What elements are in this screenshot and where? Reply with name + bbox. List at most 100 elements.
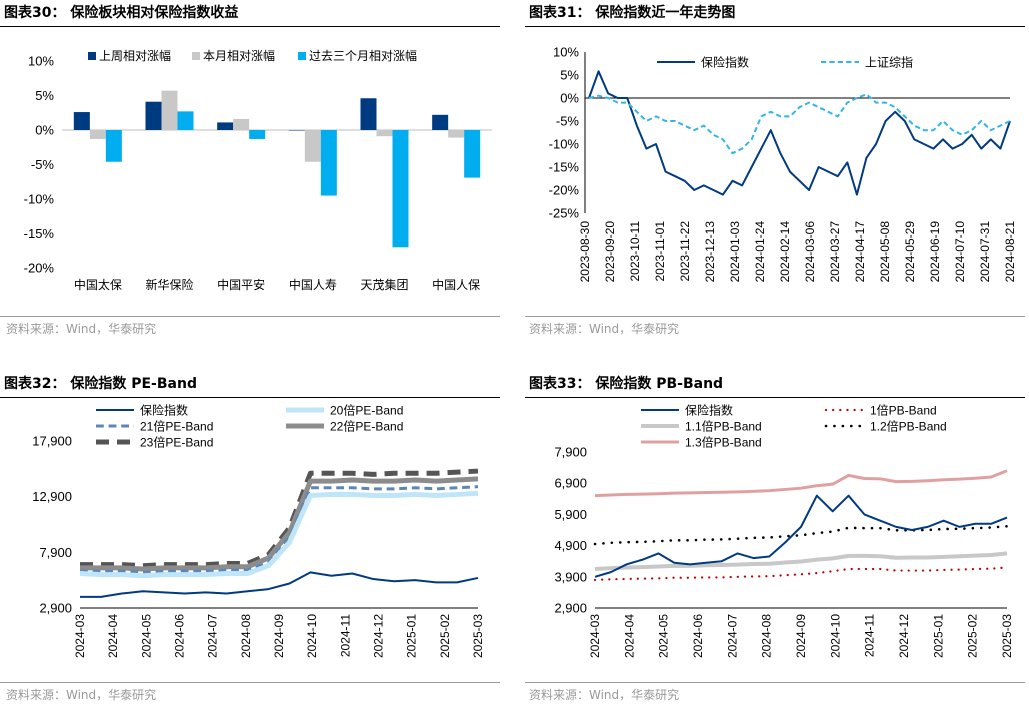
c30-bar <box>161 90 178 130</box>
c32-xtick-label: 2024-03 <box>73 614 87 658</box>
chart-30-panel: 图表30： 保险板块相对保险指数收益 -20% -15% -10% -5% 0% 5% 10… <box>0 0 505 345</box>
chart-32-title-rule <box>0 397 500 398</box>
c31-xtick-label: 2024-07-31 <box>978 221 992 283</box>
c32-xtick-label: 2024-04 <box>106 614 120 658</box>
c32-index-line <box>80 571 479 598</box>
c32-xtick-label: 2025-02 <box>438 614 452 658</box>
c33-xtick-label: 2024-04 <box>622 614 636 658</box>
c33-xtick-label: 2025-01 <box>931 614 945 658</box>
c31-ytick-label: -25% <box>549 206 580 221</box>
c30-ytick-label: 5% <box>35 88 54 103</box>
c32-xtick-label: 2024-06 <box>173 614 187 658</box>
c32-legend-3-label: 22倍PE-Band <box>330 419 403 434</box>
chart-33-source: 资料来源：Wind，华泰研究 <box>529 688 680 702</box>
chart-33-title: 图表33： 保险指数 PB-Band <box>529 376 724 392</box>
c30-bar <box>105 130 122 162</box>
c32-band-line <box>80 476 479 572</box>
chart-30-title: 图表30： 保险板块相对保险指数收益 <box>4 5 239 21</box>
c31-legend-0-label: 保险指数 <box>701 55 749 70</box>
c33-ytick-label: 5,900 <box>554 507 587 522</box>
chart-32-plot: 2,900 7,900 12,900 17,900 2024-03 2024-04 2024… <box>32 403 485 659</box>
c33-xtick-label: 2024-09 <box>794 614 808 658</box>
c31-legend-1-label: 上证综指 <box>865 55 913 70</box>
c32-legend-0-label: 保险指数 <box>140 403 188 418</box>
c32-legend-1-label: 20倍PE-Band <box>330 403 403 418</box>
c33-xtick-label: 2025-02 <box>966 614 980 658</box>
c30-bar <box>464 130 481 178</box>
c31-ytick-label: -20% <box>549 183 580 198</box>
c31-xtick-label: 2024-01-03 <box>728 221 742 283</box>
c33-xtick-label: 2024-12 <box>897 614 911 658</box>
c31-xtick-label: 2024-05-08 <box>878 221 892 283</box>
c31-series-line <box>588 93 1011 155</box>
c30-bar <box>448 130 465 138</box>
c31-xtick-label: 2023-08-30 <box>578 221 592 283</box>
c32-xtick-label: 2024-09 <box>272 614 286 658</box>
c31-ytick-label: 5% <box>560 68 579 83</box>
chart-31-source: 资料来源：Wind，华泰研究 <box>529 322 680 336</box>
c31-xtick-label: 2024-04-17 <box>853 221 867 283</box>
c30-legend-label: 上周相对涨幅 <box>99 48 171 63</box>
c32-xtick-label: 2024-05 <box>139 614 153 658</box>
chart-31-plot: -25% -20% -15% -10% -5% 0% 5% 10% 2023-08-30 2023… <box>549 45 1017 283</box>
c31-xtick-label: 2023-09-20 <box>603 221 617 283</box>
c31-xtick-label: 2023-10-11 <box>628 221 642 282</box>
c31-ytick-label: -5% <box>556 114 580 129</box>
c32-xtick-label: 2024-11 <box>338 614 352 657</box>
c32-ytick-label: 7,900 <box>39 545 72 560</box>
chart-33-source-rule <box>525 682 1025 683</box>
c30-bar <box>376 130 393 137</box>
c30-bar <box>145 101 162 130</box>
c31-xtick-label: 2024-05-29 <box>903 221 917 283</box>
c32-legend-2-label: 21倍PE-Band <box>140 419 213 434</box>
c30-category-label: 新华保险 <box>145 277 193 292</box>
chart-32-title: 图表32： 保险指数 PE-Band <box>4 376 197 392</box>
c31-ytick-label: -10% <box>549 137 580 152</box>
c33-legend-1-label: 1倍PB-Band <box>870 403 937 418</box>
chart-32-panel: 图表32： 保险指数 PE-Band 2,900 7,900 12,900 17,90… <box>0 365 505 709</box>
c30-category-label: 中国人保 <box>432 277 480 292</box>
c30-legend-swatch <box>192 52 200 60</box>
chart-30-title-rule <box>0 26 500 27</box>
c32-ytick-label: 2,900 <box>39 601 72 616</box>
c30-bar <box>233 118 250 130</box>
c30-bar <box>249 130 266 139</box>
c33-band-line <box>594 551 1008 571</box>
c33-xtick-label: 2024-05 <box>657 614 671 658</box>
chart-31-title: 图表31： 保险指数近一年走势图 <box>529 5 736 21</box>
c33-ytick-label: 6,900 <box>554 476 587 491</box>
c32-xtick-label: 2024-08 <box>239 614 253 658</box>
c30-legend-label: 过去三个月相对涨幅 <box>309 48 417 63</box>
c30-legend-label: 本月相对涨幅 <box>203 48 275 63</box>
c31-xtick-label: 2023-12-13 <box>703 221 717 283</box>
c32-ytick-label: 17,900 <box>32 434 72 449</box>
c30-bar <box>288 130 305 131</box>
c33-ytick-label: 7,900 <box>554 445 587 460</box>
c33-band-line <box>593 524 1009 546</box>
c33-xtick-label: 2025-03 <box>1000 614 1014 658</box>
chart-30-plot: -20% -15% -10% -5% 0% 5% 10% 中国太保 新华保险 中国平安 中国人寿 天茂… <box>24 48 492 292</box>
c30-ytick-label: -15% <box>24 226 55 241</box>
c33-xtick-label: 2024-11 <box>863 614 877 657</box>
c31-xtick-label: 2023-11-01 <box>653 221 667 282</box>
c30-legend-swatch <box>298 52 306 60</box>
c31-xtick-label: 2024-02-14 <box>778 221 792 283</box>
c30-category-label: 中国平安 <box>217 277 265 292</box>
c32-band-line <box>79 490 479 579</box>
c33-xtick-label: 2024-10 <box>828 614 842 658</box>
c31-xtick-label: 2024-03-27 <box>828 221 842 283</box>
c33-ytick-label: 3,900 <box>554 569 587 584</box>
c31-ytick-label: 10% <box>553 45 579 60</box>
c30-ytick-label: -20% <box>24 261 55 276</box>
c33-ytick-label: 2,900 <box>554 601 587 616</box>
c32-xtick-label: 2025-03 <box>471 614 485 658</box>
chart-33-panel: 图表33： 保险指数 PB-Band 2,900 3,900 4,900 5,900 6… <box>523 365 1029 709</box>
c31-xtick-label: 2023-11-22 <box>678 221 692 282</box>
chart-31-panel: 图表31： 保险指数近一年走势图 -25% -20% -15% -10% -5% 0% 5%… <box>523 0 1029 345</box>
c32-band-line <box>80 485 479 574</box>
chart-32-source: 资料来源：Wind，华泰研究 <box>6 688 157 702</box>
c30-bar <box>360 98 377 130</box>
c33-legend-3-label: 1.2倍PB-Band <box>870 419 947 434</box>
c31-ytick-label: 0% <box>560 91 579 106</box>
c30-bar <box>432 114 449 130</box>
